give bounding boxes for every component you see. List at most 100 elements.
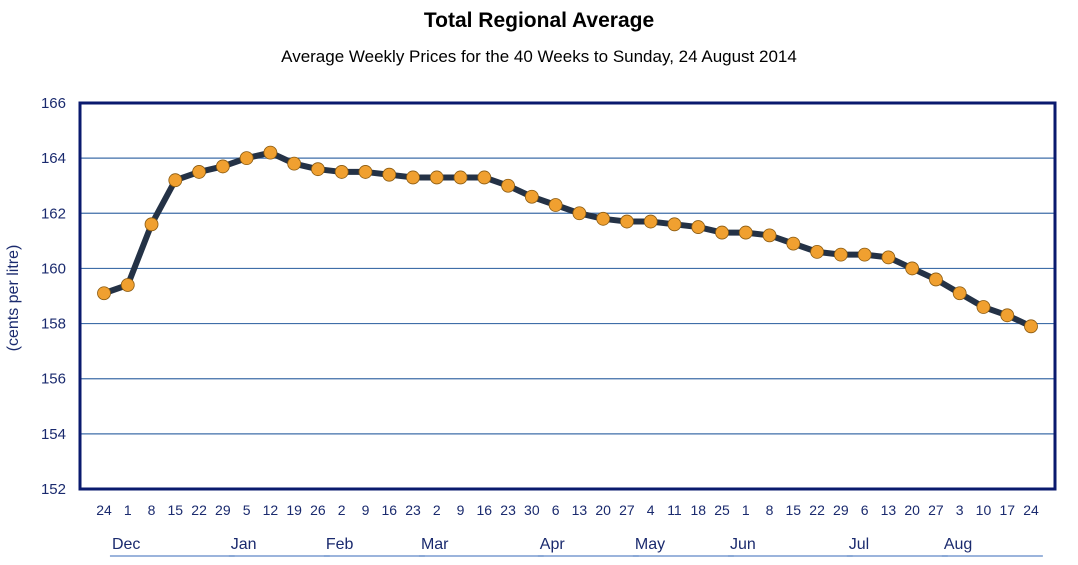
x-tick-label: 16 — [381, 502, 397, 518]
data-point — [1024, 319, 1038, 334]
data-point — [263, 145, 278, 160]
data-point — [144, 217, 159, 232]
data-point — [929, 272, 943, 287]
y-tick-label: 154 — [41, 426, 66, 443]
y-tick-label: 162 — [41, 205, 66, 222]
x-tick-label: 19 — [286, 502, 302, 518]
y-tick-label: 156 — [41, 371, 66, 388]
x-tick-label: 1 — [742, 502, 750, 518]
data-point — [239, 151, 254, 166]
x-tick-label: 23 — [405, 502, 421, 518]
month-label: Dec — [112, 536, 140, 553]
data-point — [881, 250, 896, 265]
data-point — [572, 206, 587, 221]
data-point — [905, 261, 920, 276]
month-label: Jun — [730, 536, 756, 553]
chart-subtitle: Average Weekly Prices for the 40 Weeks t… — [281, 47, 797, 66]
series-line — [101, 149, 1034, 330]
x-tick-label: 6 — [861, 502, 869, 518]
y-tick-label: 166 — [41, 95, 66, 112]
x-tick-label: 29 — [215, 502, 231, 518]
data-point — [691, 220, 706, 234]
x-tick-label: 8 — [766, 502, 774, 518]
data-point — [477, 170, 492, 185]
data-point — [382, 167, 397, 182]
data-point — [810, 244, 824, 259]
x-tick-label: 23 — [500, 502, 516, 518]
x-tick-label: 1 — [124, 502, 132, 518]
y-tick-label: 164 — [41, 150, 66, 167]
x-tick-label: 22 — [191, 502, 207, 518]
x-tick-label: 6 — [552, 502, 560, 518]
data-point — [762, 228, 777, 243]
data-point — [643, 214, 658, 229]
month-labels: Dec Jan Feb Mar Apr May Jun Jul Aug — [109, 536, 1043, 557]
plot-frame — [78, 101, 1057, 491]
x-tick-label: 20 — [904, 502, 920, 518]
data-point — [192, 165, 206, 179]
data-point — [952, 286, 967, 301]
month-label: Jul — [849, 536, 869, 553]
x-tick-label: 26 — [310, 502, 326, 518]
data-point — [667, 217, 682, 232]
data-point — [976, 300, 991, 314]
data-point — [215, 159, 230, 174]
x-tick-label: 24 — [1023, 502, 1039, 518]
data-point — [334, 165, 349, 179]
y-axis-ticks: 152 154 156 158 160 162 164 166 — [41, 95, 66, 498]
data-point — [715, 225, 729, 240]
x-tick-label: 13 — [572, 502, 588, 518]
x-tick-label: 17 — [999, 502, 1015, 518]
data-point — [120, 278, 135, 292]
data-point — [524, 189, 539, 204]
x-tick-label: 18 — [690, 502, 706, 518]
month-label: Mar — [421, 536, 449, 553]
data-point — [501, 178, 515, 193]
y-axis-label: (cents per litre) — [5, 245, 22, 352]
x-tick-label: 2 — [338, 502, 346, 518]
data-point — [287, 156, 302, 171]
data-point — [97, 286, 111, 301]
data-point — [168, 173, 183, 188]
x-tick-label: 25 — [714, 502, 730, 518]
x-tick-label: 3 — [956, 502, 964, 518]
x-tick-label: 29 — [833, 502, 849, 518]
data-point — [1000, 308, 1015, 323]
data-series — [97, 145, 1038, 334]
x-tick-label: 27 — [928, 502, 944, 518]
data-point — [620, 214, 634, 229]
x-tick-label: 16 — [477, 502, 493, 518]
y-tick-label: 158 — [41, 316, 66, 333]
x-tick-label: 9 — [457, 502, 465, 518]
x-tick-label: 13 — [881, 502, 897, 518]
x-tick-label: 20 — [595, 502, 611, 518]
data-point — [738, 225, 753, 240]
data-point — [786, 236, 801, 251]
data-point — [311, 162, 325, 177]
x-tick-label: 15 — [168, 502, 184, 518]
month-label: Feb — [326, 536, 354, 553]
x-tick-label: 9 — [362, 502, 370, 518]
data-point — [857, 247, 872, 262]
x-tick-label: 24 — [96, 502, 112, 518]
x-tick-label: 22 — [809, 502, 825, 518]
y-tick-label: 160 — [41, 260, 66, 277]
month-label: Jan — [231, 536, 257, 553]
data-point — [548, 198, 563, 212]
x-tick-label: 4 — [647, 502, 655, 518]
grid-lines — [80, 157, 1055, 435]
month-label: Aug — [944, 536, 972, 553]
chart-title: Total Regional Average — [424, 9, 654, 32]
x-tick-label: 5 — [243, 502, 251, 518]
data-point — [833, 247, 848, 262]
y-tick-label: 152 — [41, 481, 66, 498]
x-tick-label: 12 — [263, 502, 279, 518]
x-tick-label: 8 — [148, 502, 156, 518]
x-tick-label: 11 — [667, 502, 682, 518]
x-tick-label: 2 — [433, 502, 441, 518]
data-point — [453, 170, 468, 185]
data-point — [406, 170, 420, 185]
data-point — [596, 211, 611, 226]
x-tick-label: 30 — [524, 502, 540, 518]
